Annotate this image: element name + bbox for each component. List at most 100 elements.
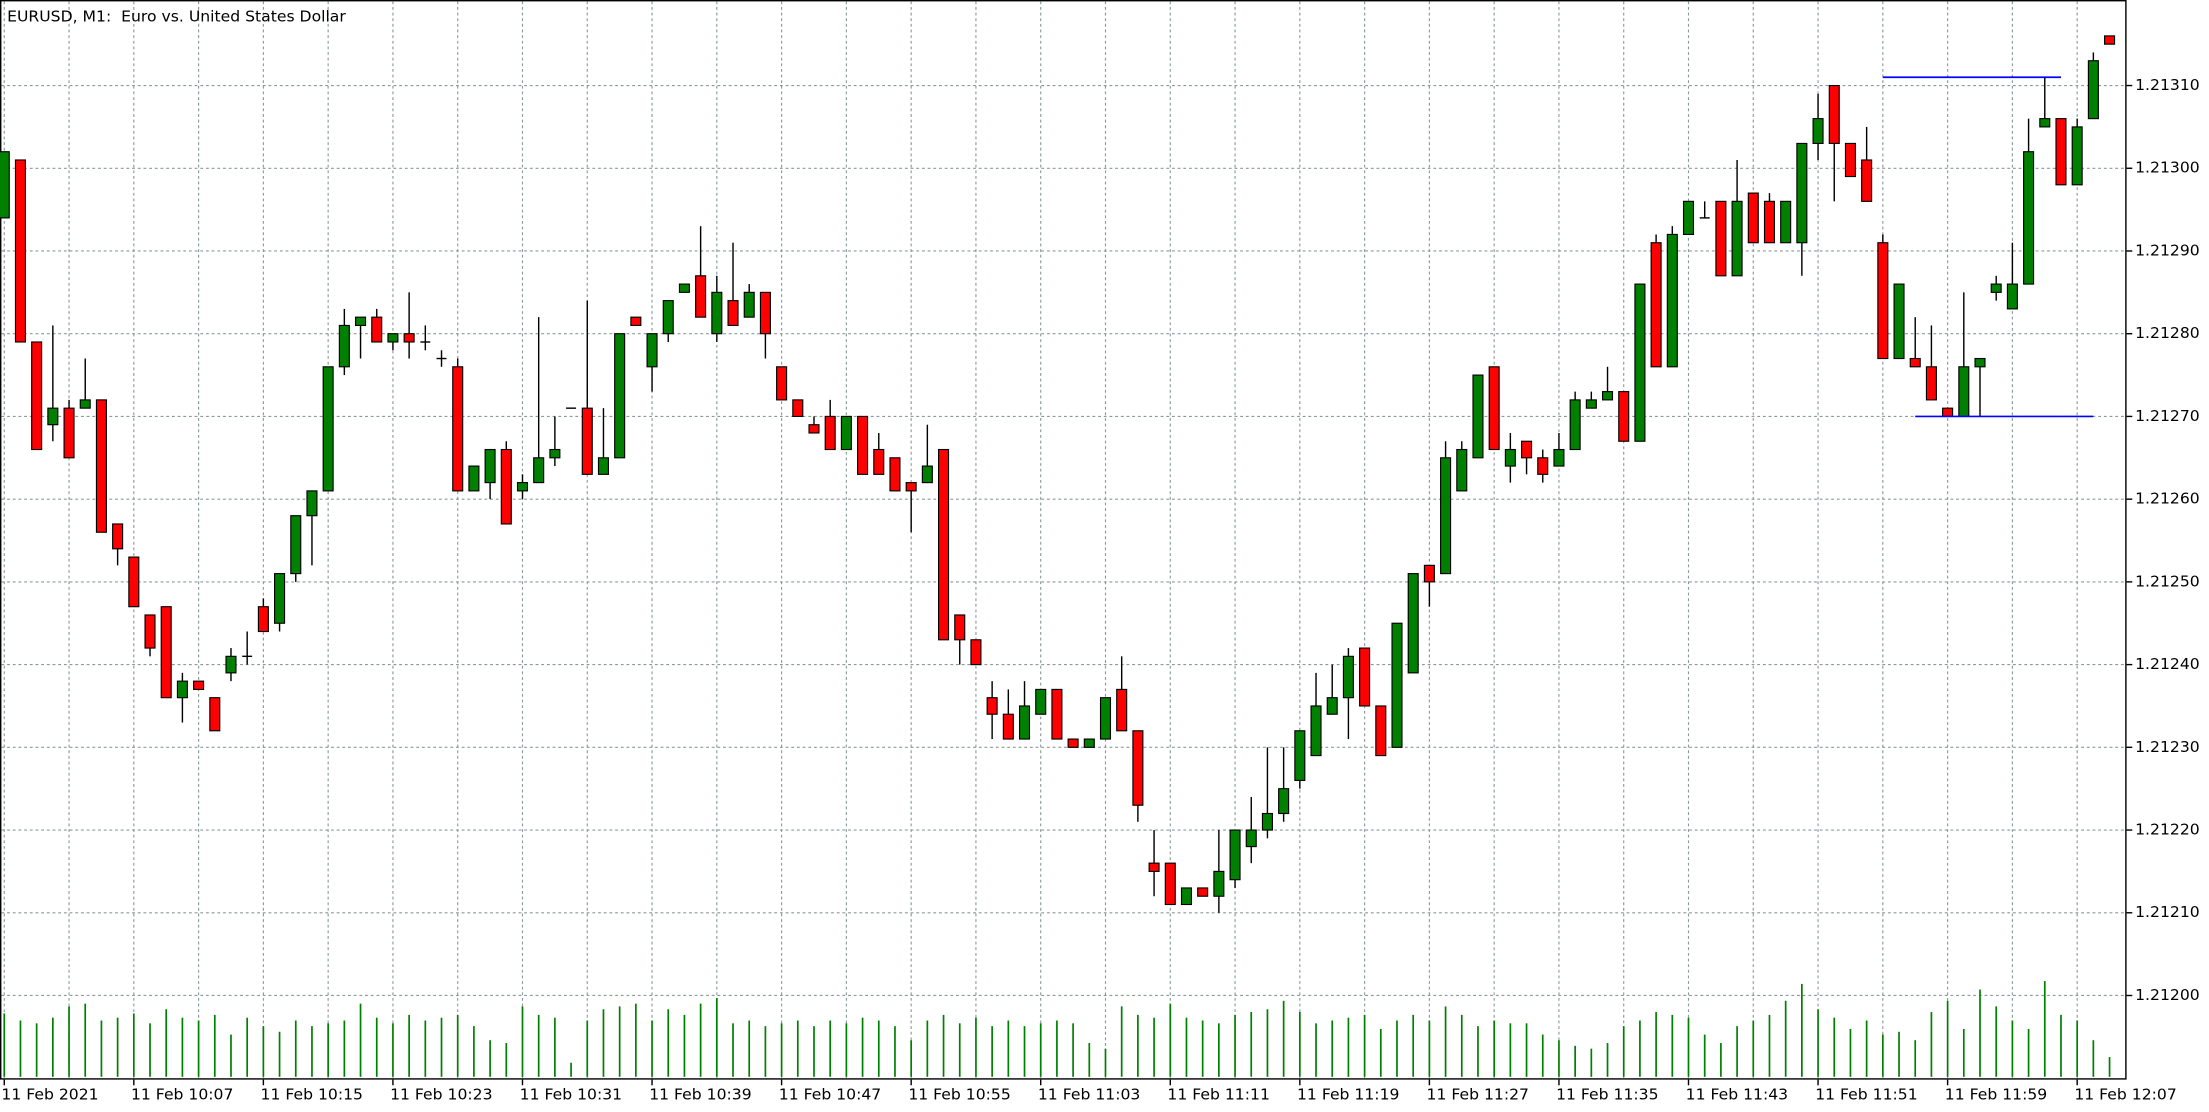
candle-body [144,614,156,649]
y-tick-label: 1.21250 [2135,572,2200,590]
candle-body [857,415,869,475]
candle-body [1294,730,1306,781]
candle-body [193,680,205,690]
candle-body [371,316,383,343]
candle-body [452,366,464,492]
candle-body [1002,713,1014,740]
candle-body [1180,887,1193,906]
candle-body [1035,688,1047,715]
candle-body [1569,399,1581,451]
candle-body [160,606,172,699]
x-tick-label: 11 Feb 11:59 [1945,1086,2047,1104]
candle-body [549,448,561,459]
x-tick-label: 11 Feb 12:07 [2074,1086,2176,1104]
candle-body [1391,622,1403,748]
y-tick-label: 1.21210 [2135,903,2200,921]
x-tick-label: 11 Feb 10:47 [779,1086,881,1104]
candle-body [176,680,188,699]
candle-body [1650,242,1662,368]
candle-body [1488,366,1500,451]
candle-body [1715,200,1727,277]
candle-body [306,490,318,517]
x-tick-label: 11 Feb 11:27 [1427,1086,1529,1104]
candle-body [1844,142,1856,178]
candle-body [873,448,885,475]
candle-body [1877,242,1889,360]
candle-body [1925,366,1937,401]
candle-body [759,291,771,335]
candle-body [1083,738,1095,748]
candle-body [533,457,545,484]
candle-body [1893,283,1905,360]
candle-body [840,415,852,451]
candle-body [1958,366,1970,417]
candle-body [954,614,966,641]
y-tick-label: 1.21230 [2135,738,2200,756]
candle-body [1812,118,1824,145]
candle-body [468,465,480,492]
candle-body [1245,829,1257,848]
candle-body [986,697,998,715]
candle-body [2039,118,2051,128]
candle-body [500,448,512,525]
candle-body [2006,283,2018,310]
y-tick-label: 1.21220 [2135,821,2200,839]
candle-body [792,399,804,417]
candle-body [31,341,43,451]
candle-body [1521,440,1533,459]
candle-body [678,283,690,293]
candle-body [1666,233,1678,368]
y-tick-label: 1.21310 [2135,76,2200,94]
candle-body [970,639,982,666]
candle-body [1051,688,1063,740]
candle-body [1456,448,1468,492]
candle-body [1148,862,1160,872]
candle-body [1407,573,1419,674]
candle-body [711,291,723,335]
candle-body [14,159,26,343]
candle-body [112,523,124,550]
candle-body [1229,829,1241,881]
candle-body [1780,200,1792,244]
candle-body [1197,887,1209,897]
y-tick-label: 1.21270 [2135,407,2200,425]
candle-body [662,300,674,335]
x-tick-label: 11 Feb 11:51 [1815,1086,1917,1104]
candle-body [47,407,59,426]
candle-body [79,399,91,409]
candle-body [1213,870,1225,897]
candle-body [2071,126,2083,186]
candle-body [824,415,836,451]
y-tick-label: 1.21260 [2135,490,2200,508]
candle-body [257,606,269,633]
candle-body [630,316,642,326]
candle-body [581,407,593,475]
candle-body [1310,705,1322,757]
candle-body [1278,788,1290,815]
candle-body [225,655,237,674]
y-tick-label: 1.21300 [2135,159,2200,177]
candle-body [0,151,10,219]
candle-body [387,333,399,343]
candle-body [1018,705,1031,740]
candle-body [338,324,350,368]
candle-body [403,333,415,343]
candle-body [63,407,75,459]
candle-body [1942,407,1954,417]
candle-body [1682,200,1695,236]
y-tick-label: 1.21290 [2135,242,2200,260]
x-tick-label: 11 Feb 10:15 [261,1086,363,1104]
candle-body [1974,357,1986,368]
x-tick-label: 11 Feb 11:03 [1038,1086,1140,1104]
candle-body [322,366,334,492]
y-tick-label: 1.21240 [2135,655,2200,673]
candle-body [1861,159,1873,202]
y-tick-label: 1.21280 [2135,324,2200,342]
plot-frame [0,0,2127,1080]
candle-body [290,515,302,575]
candle-body [889,457,901,492]
candle-body [355,316,367,326]
candle-body [1326,697,1338,715]
candle-body [2087,60,2099,120]
